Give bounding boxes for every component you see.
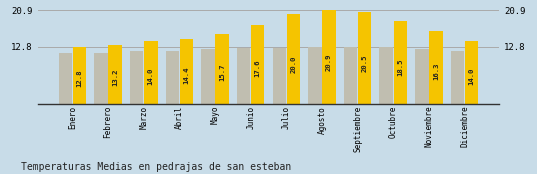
Bar bbox=[344, 47, 357, 104]
Bar bbox=[358, 12, 372, 104]
Bar bbox=[451, 51, 465, 104]
Bar bbox=[251, 25, 265, 104]
Bar bbox=[72, 47, 86, 104]
Bar bbox=[308, 47, 322, 104]
Bar bbox=[237, 48, 250, 104]
Bar bbox=[180, 39, 193, 104]
Text: 14.0: 14.0 bbox=[469, 67, 475, 85]
Text: Temperaturas Medias en pedrajas de san esteban: Temperaturas Medias en pedrajas de san e… bbox=[21, 162, 292, 172]
Text: 18.5: 18.5 bbox=[397, 58, 403, 76]
Text: 16.3: 16.3 bbox=[433, 63, 439, 80]
Bar bbox=[465, 41, 478, 104]
Bar bbox=[201, 49, 215, 104]
Text: 12.8: 12.8 bbox=[76, 70, 83, 87]
Bar bbox=[380, 47, 393, 104]
Bar bbox=[59, 53, 72, 104]
Bar bbox=[429, 31, 443, 104]
Bar bbox=[272, 48, 286, 104]
Bar bbox=[108, 45, 122, 104]
Bar bbox=[415, 49, 429, 104]
Text: 13.2: 13.2 bbox=[112, 69, 118, 86]
Bar bbox=[322, 10, 336, 104]
Bar bbox=[144, 41, 157, 104]
Bar bbox=[165, 51, 179, 104]
Bar bbox=[287, 14, 300, 104]
Text: 14.0: 14.0 bbox=[148, 67, 154, 85]
Bar bbox=[215, 34, 229, 104]
Text: 17.6: 17.6 bbox=[255, 60, 261, 77]
Text: 20.0: 20.0 bbox=[291, 55, 296, 73]
Bar bbox=[94, 53, 108, 104]
Bar bbox=[394, 21, 407, 104]
Text: 20.9: 20.9 bbox=[326, 53, 332, 71]
Text: 15.7: 15.7 bbox=[219, 64, 225, 81]
Bar bbox=[130, 51, 143, 104]
Text: 20.5: 20.5 bbox=[362, 54, 368, 72]
Text: 14.4: 14.4 bbox=[184, 66, 190, 84]
